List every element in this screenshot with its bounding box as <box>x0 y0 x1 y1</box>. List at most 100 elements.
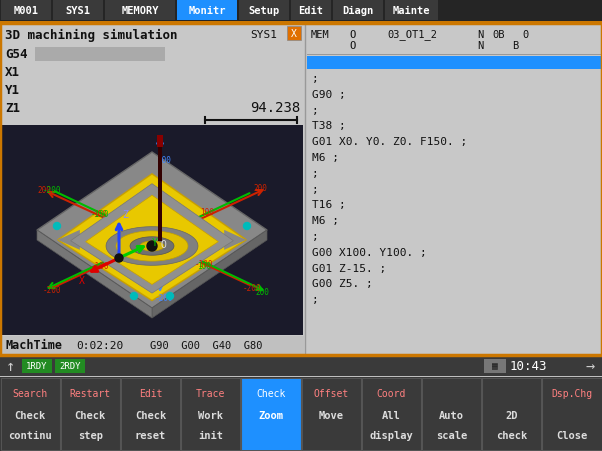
Text: O: O <box>349 30 355 40</box>
Text: Move: Move <box>318 410 344 420</box>
Bar <box>302 378 361 450</box>
Text: N: N <box>477 41 483 51</box>
Text: -200: -200 <box>155 294 173 303</box>
Text: continu: continu <box>8 430 52 440</box>
Text: G90 ;: G90 ; <box>312 90 346 100</box>
Text: 1RDY: 1RDY <box>26 362 48 371</box>
Text: step: step <box>78 430 103 440</box>
Bar <box>105 1 175 21</box>
Bar <box>35 48 165 62</box>
Text: 2RDY: 2RDY <box>59 362 81 371</box>
Polygon shape <box>130 237 174 256</box>
Text: 3D machining simulation: 3D machining simulation <box>5 28 178 41</box>
Text: G54: G54 <box>5 48 28 61</box>
Text: reset: reset <box>135 430 166 440</box>
Text: display: display <box>370 430 413 440</box>
Text: Z: Z <box>122 210 128 220</box>
Text: Edit: Edit <box>299 6 323 16</box>
Text: Check: Check <box>14 410 46 420</box>
Bar <box>482 378 541 450</box>
Bar <box>0 24 602 355</box>
Text: B: B <box>512 41 518 51</box>
Text: SYS1: SYS1 <box>250 30 277 40</box>
Text: ;: ; <box>312 106 318 115</box>
Polygon shape <box>106 227 198 266</box>
Text: 100: 100 <box>93 210 107 219</box>
Bar <box>1 336 304 354</box>
Text: 0: 0 <box>522 30 528 40</box>
Bar <box>362 378 421 450</box>
Circle shape <box>147 241 157 252</box>
Text: T16 ;: T16 ; <box>312 200 346 210</box>
Bar <box>0 356 602 376</box>
Bar <box>422 378 481 450</box>
Text: G00 X100. Y100. ;: G00 X100. Y100. ; <box>312 247 427 257</box>
Text: SYS1: SYS1 <box>66 6 90 16</box>
Text: Edit: Edit <box>138 388 163 398</box>
Polygon shape <box>140 241 164 252</box>
Bar <box>0 22 602 24</box>
Bar <box>0 0 602 22</box>
Text: Auto: Auto <box>439 410 464 420</box>
Text: init: init <box>198 430 223 440</box>
Bar <box>484 359 506 373</box>
Bar <box>158 136 162 241</box>
Text: 200: 200 <box>253 184 267 193</box>
Text: MachTime: MachTime <box>5 339 62 352</box>
Bar <box>1 25 304 45</box>
Text: T38 ;: T38 ; <box>312 121 346 131</box>
Text: Check: Check <box>256 388 285 398</box>
Text: Work: Work <box>198 410 223 420</box>
Text: 200: 200 <box>37 186 51 195</box>
Text: -200: -200 <box>43 286 61 295</box>
Bar <box>181 378 240 450</box>
Text: O: O <box>160 239 166 249</box>
Bar <box>1 1 51 21</box>
Text: M001: M001 <box>13 6 39 16</box>
Text: check: check <box>496 430 527 440</box>
Text: G00 Z5. ;: G00 Z5. ; <box>312 279 373 289</box>
Bar <box>1 64 304 82</box>
Bar <box>53 1 103 21</box>
Text: -200: -200 <box>243 284 261 293</box>
Circle shape <box>243 223 250 230</box>
Text: M6 ;: M6 ; <box>312 216 339 226</box>
Text: 100: 100 <box>197 262 211 271</box>
Text: X1: X1 <box>5 66 20 79</box>
Text: Zoom: Zoom <box>258 410 284 420</box>
Text: Offset: Offset <box>314 388 349 398</box>
Text: Check: Check <box>135 410 166 420</box>
Text: ;: ; <box>312 184 318 194</box>
Polygon shape <box>58 175 246 301</box>
Circle shape <box>167 293 173 300</box>
Polygon shape <box>37 230 152 318</box>
Bar <box>0 377 602 451</box>
Polygon shape <box>58 230 80 250</box>
Text: 0B: 0B <box>492 30 504 40</box>
Bar <box>22 359 52 373</box>
Text: 0:02:20: 0:02:20 <box>76 340 123 350</box>
Polygon shape <box>152 230 267 318</box>
Bar <box>307 57 601 70</box>
Bar <box>0 24 602 355</box>
Bar <box>542 378 601 450</box>
Circle shape <box>115 254 123 262</box>
Text: Coord: Coord <box>377 388 406 398</box>
Text: G90  G00  G40  G80: G90 G00 G40 G80 <box>150 340 262 350</box>
Bar <box>1 82 304 100</box>
Text: 03_OT1_2: 03_OT1_2 <box>387 29 437 40</box>
Text: Y1: Y1 <box>5 84 20 97</box>
Polygon shape <box>116 231 188 262</box>
Text: Diagn: Diagn <box>343 6 374 16</box>
Text: ▦: ▦ <box>492 360 498 370</box>
Text: 94.238: 94.238 <box>250 101 300 115</box>
Circle shape <box>54 223 60 230</box>
Bar <box>2 126 303 335</box>
Text: Search: Search <box>13 388 48 398</box>
Bar <box>333 1 383 21</box>
Bar <box>177 1 237 21</box>
Circle shape <box>131 293 137 300</box>
Text: Monitr: Monitr <box>188 6 226 16</box>
Polygon shape <box>70 184 234 294</box>
Text: 10:43: 10:43 <box>509 360 547 373</box>
